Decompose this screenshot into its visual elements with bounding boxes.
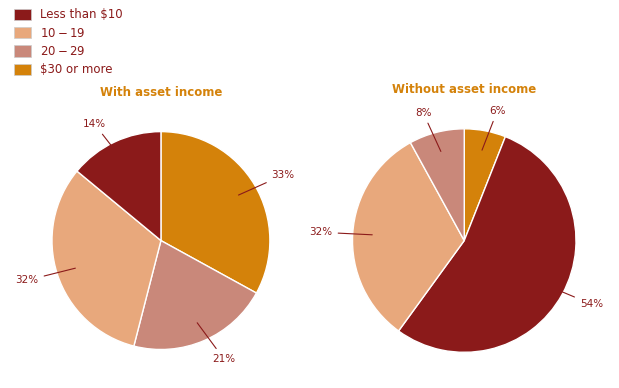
Legend: Less than $10, $10-$19, $20-$29, $30 or more: Less than $10, $10-$19, $20-$29, $30 or …	[12, 6, 126, 78]
Wedge shape	[410, 129, 464, 241]
Wedge shape	[352, 143, 464, 331]
Text: 32%: 32%	[310, 227, 372, 237]
Text: 6%: 6%	[482, 106, 506, 150]
Text: 32%: 32%	[15, 268, 76, 285]
Text: 8%: 8%	[415, 108, 441, 151]
Wedge shape	[464, 129, 505, 241]
Wedge shape	[161, 132, 270, 293]
Title: Without asset income: Without asset income	[392, 83, 537, 95]
Text: 33%: 33%	[238, 170, 295, 195]
Wedge shape	[399, 137, 576, 352]
Text: 21%: 21%	[197, 323, 235, 364]
Wedge shape	[77, 132, 161, 241]
Wedge shape	[134, 241, 256, 350]
Text: 14%: 14%	[83, 119, 122, 159]
Text: 54%: 54%	[545, 285, 603, 309]
Wedge shape	[52, 171, 161, 346]
Title: With asset income: With asset income	[100, 86, 222, 99]
